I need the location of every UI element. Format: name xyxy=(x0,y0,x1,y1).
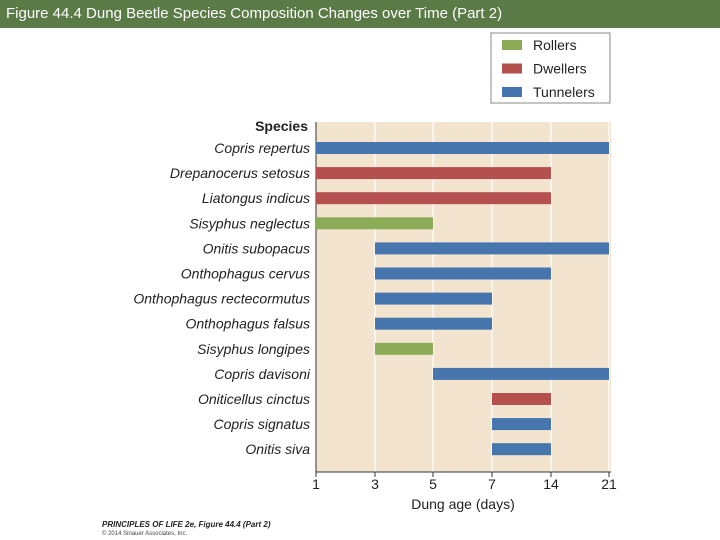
x-tick-label: 5 xyxy=(429,476,437,492)
range-bar xyxy=(492,418,551,431)
title-bar: Figure 44.4 Dung Beetle Species Composit… xyxy=(0,0,720,28)
range-bar xyxy=(492,393,551,405)
legend-label: Rollers xyxy=(533,37,577,53)
credit-line-2: © 2014 Sinauer Associates, Inc. xyxy=(102,531,188,537)
species-label: Sisyphus longipes xyxy=(197,341,310,357)
range-bar xyxy=(316,192,551,205)
x-tick-label: 3 xyxy=(371,476,379,492)
species-label: Onthophagus rectecormutus xyxy=(133,291,310,307)
range-bar xyxy=(375,317,492,330)
credit-line-1: PRINCIPLES OF LIFE 2e, Figure 44.4 (Part… xyxy=(102,520,271,529)
range-bar xyxy=(316,142,609,154)
range-bar xyxy=(375,292,492,305)
range-bar xyxy=(375,267,551,280)
species-header: Species xyxy=(255,118,308,134)
range-bar xyxy=(375,242,609,255)
x-tick-label: 1 xyxy=(312,476,320,492)
legend-label: Tunnelers xyxy=(533,84,595,100)
species-label: Copris repertus xyxy=(214,140,310,156)
range-bar xyxy=(316,167,551,180)
range-bar xyxy=(316,217,433,230)
x-tick-label: 7 xyxy=(488,476,496,492)
species-label: Oniticellus cinctus xyxy=(198,391,310,407)
range-bar xyxy=(433,367,609,380)
range-bar xyxy=(492,443,551,456)
species-label: Drepanocerus setosus xyxy=(170,165,310,181)
x-tick-label: 14 xyxy=(543,476,559,492)
species-label: Copris signatus xyxy=(214,416,311,432)
dung-beetle-chart: Species Copris repertus Drepanocerus setos… xyxy=(133,32,617,512)
page-title: Figure 44.4 Dung Beetle Species Composit… xyxy=(6,5,503,22)
species-label: Onitis subopacus xyxy=(203,240,310,256)
x-axis-title: Dung age (days) xyxy=(411,496,515,512)
species-label: Copris davisoni xyxy=(214,366,311,382)
legend-label: Dwellers xyxy=(533,61,587,77)
range-bar xyxy=(375,342,433,355)
species-label: Sisyphus neglectus xyxy=(189,215,310,231)
species-label: Onitis siva xyxy=(245,441,310,457)
legend-swatch xyxy=(502,40,522,50)
species-label: Onthophagus cervus xyxy=(181,266,310,282)
species-label: Liatongus indicus xyxy=(202,190,310,206)
x-tick-label: 21 xyxy=(601,476,617,492)
species-label: Onthophagus falsus xyxy=(185,316,310,332)
legend-swatch xyxy=(502,87,522,97)
legend-swatch xyxy=(502,63,522,74)
